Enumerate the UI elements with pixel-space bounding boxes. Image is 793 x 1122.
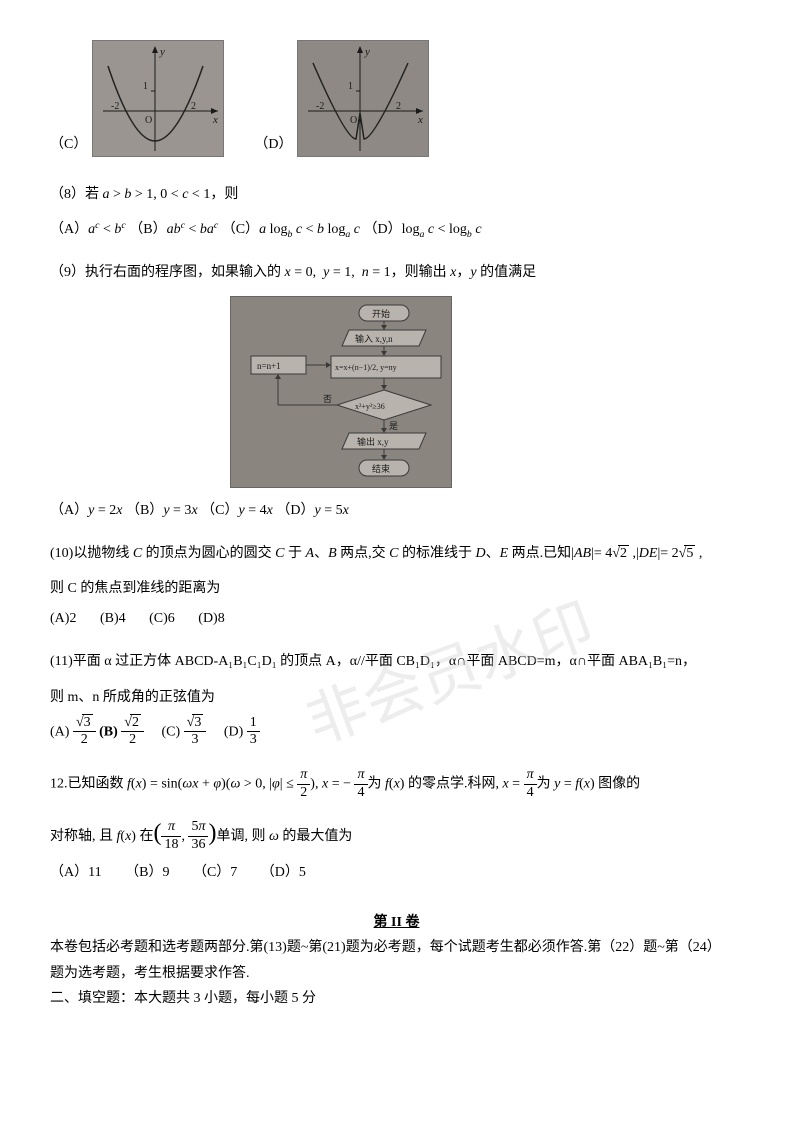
q9-flowchart-row: 开始 输入 x,y,n x=x+(n−1)/2, y=ny n=n+1 x²+y… (50, 296, 743, 488)
svg-text:x: x (417, 114, 423, 126)
graph-option-c: （C） y x O 1 -2 2 (50, 40, 224, 157)
q10-opt-d: 8 (218, 611, 225, 626)
svg-text:-2: -2 (316, 101, 324, 112)
graph-option-d: （D） y x O 1 -2 2 (254, 40, 429, 157)
svg-text:否: 否 (323, 394, 332, 404)
q10-opt-a: 2 (69, 611, 76, 626)
section-2-title: 第 II 卷 (50, 910, 743, 935)
q9-options: （A）y = 2x （B）y = 3x （C）y = 4x （D）y = 5x (50, 498, 743, 523)
q10-opt-c: 6 (168, 611, 175, 626)
svg-text:n=n+1: n=n+1 (257, 361, 281, 371)
svg-text:x=x+(n−1)/2, y=ny: x=x+(n−1)/2, y=ny (335, 363, 397, 372)
flowchart-svg: 开始 输入 x,y,n x=x+(n−1)/2, y=ny n=n+1 x²+y… (231, 297, 451, 487)
q11-options: (A) 32 (B) 22 (C) 33 (D) 13 (50, 715, 743, 750)
question-9: （9）执行右面的程序图，如果输入的 x = 0, y = 1, n = 1，则输… (50, 260, 743, 285)
q10-options: (A)2 (B)4 (C)6 (D)8 (50, 606, 743, 631)
question-8: （8）若 a > b > 1, 0 < c < 1，则 (50, 182, 743, 207)
q8-stem: （8）若 a > b > 1, 0 < c < 1，则 (50, 187, 238, 202)
flowchart-box: 开始 输入 x,y,n x=x+(n−1)/2, y=ny n=n+1 x²+y… (230, 296, 452, 488)
svg-text:2: 2 (191, 101, 196, 112)
q12-stem2: 对称轴, 且 f(x) 在(π18, 5π36)单调, 则 ω 的最大值为 (50, 812, 743, 855)
svg-text:y: y (364, 46, 370, 58)
section-2-intro2: 题为选考题，考生根据要求作答. (50, 961, 743, 986)
page-content: 非会员水印 （C） y x O 1 -2 2 （D） (50, 40, 743, 1011)
svg-text:1: 1 (348, 81, 353, 92)
svg-text:-2: -2 (111, 101, 119, 112)
section-2-intro1: 本卷包括必考题和选考题两部分.第(13)题~第(21)题为必考题，每个试题考生都… (50, 935, 743, 960)
q12-opt-b: 9 (162, 865, 169, 880)
graph-c-svg: y x O 1 -2 2 (93, 41, 223, 156)
graph-d-box: y x O 1 -2 2 (297, 40, 429, 157)
svg-text:O: O (350, 115, 357, 126)
svg-text:输入 x,y,n: 输入 x,y,n (355, 333, 393, 344)
svg-text:开始: 开始 (372, 308, 390, 319)
svg-text:x²+y²≥36: x²+y²≥36 (355, 402, 385, 411)
svg-text:1: 1 (143, 81, 148, 92)
q10-opt-b: 4 (119, 611, 126, 626)
graph-c-box: y x O 1 -2 2 (92, 40, 224, 157)
q12-opt-c: 7 (230, 865, 237, 880)
section-2-fill: 二、填空题：本大题共 3 小题，每小题 5 分 (50, 986, 743, 1011)
q9-stem: （9）执行右面的程序图，如果输入的 x = 0, y = 1, n = 1，则输… (50, 265, 536, 280)
question-12: 12.已知函数 f(x) = sin(ωx + φ)(ω > 0, |φ| ≤ … (50, 767, 743, 802)
graph-d-svg: y x O 1 -2 2 (298, 41, 428, 156)
q12-options: （A）11 （B）9 （C）7 （D）5 (50, 860, 743, 885)
q8-options: （A）ac < bc （B）abc < bac （C）a logb c < b … (50, 217, 743, 242)
question-10: (10)以抛物线 C 的顶点为圆心的圆交 C 于 A、B 两点,交 C 的标准线… (50, 541, 743, 566)
svg-text:2: 2 (396, 101, 401, 112)
q12-opt-a: 11 (88, 865, 101, 880)
graph-options-row: （C） y x O 1 -2 2 （D） (50, 40, 743, 157)
graph-d-label: （D） (254, 132, 292, 157)
question-11: (11)平面 α 过正方体 ABCD-A₁B₁C₁D₁ 的顶点 A，α//平面 … (50, 649, 743, 674)
svg-text:是: 是 (389, 421, 398, 431)
svg-text:x: x (212, 114, 218, 126)
svg-text:O: O (145, 115, 152, 126)
q10-stem2: 则 C 的焦点到准线的距离为 (50, 576, 743, 601)
svg-text:输出 x,y: 输出 x,y (357, 436, 389, 447)
q11-stem2: 则 m、n 所成角的正弦值为 (50, 685, 743, 710)
q12-opt-d: 5 (299, 865, 306, 880)
graph-c-label: （C） (50, 132, 87, 157)
svg-text:y: y (159, 46, 165, 58)
svg-text:结束: 结束 (372, 463, 390, 474)
